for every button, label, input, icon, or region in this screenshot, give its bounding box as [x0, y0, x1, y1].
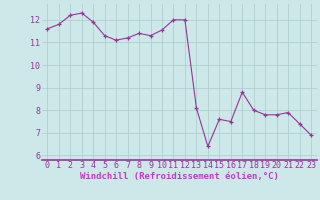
- X-axis label: Windchill (Refroidissement éolien,°C): Windchill (Refroidissement éolien,°C): [80, 172, 279, 181]
